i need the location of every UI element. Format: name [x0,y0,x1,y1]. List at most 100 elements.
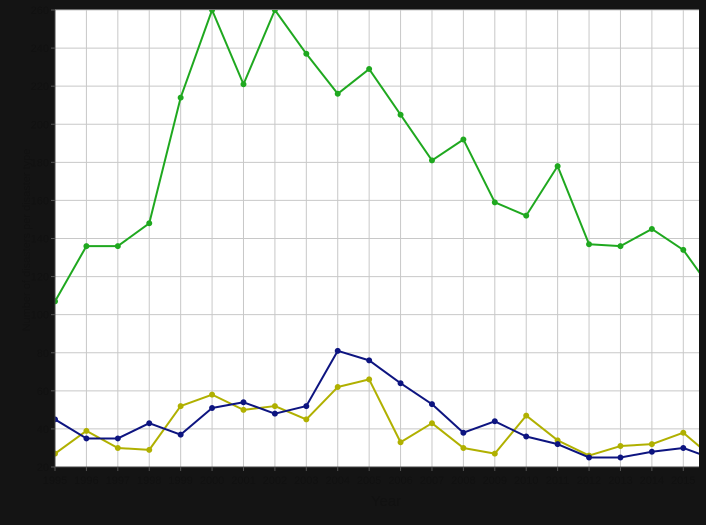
y-tick-label: 140 [31,234,49,246]
series-3-point [209,404,216,411]
series-2-point [648,441,655,448]
y-tick-label: 100 [31,310,49,322]
series-2-point [240,406,247,413]
series-3-point [303,403,310,410]
series-1-point [554,163,561,170]
series-3-point [586,454,593,461]
series-1-point [114,243,121,250]
series-1-point [271,10,278,13]
series-2-point [428,420,435,427]
axes [51,9,699,471]
series-1-point [334,90,341,97]
series-2-point [397,439,404,446]
series-3-line [55,349,699,459]
series-3-point [397,380,404,387]
y-tick-label: 40 [37,424,49,436]
series-2-point [209,391,216,398]
series-2-point [146,446,153,453]
series-1-point [177,94,184,101]
series-3-point [460,429,467,436]
x-tick-label: 1997 [106,475,130,487]
y-tick-label: 60 [37,386,49,398]
series-3-point [648,448,655,455]
series-2-point [491,450,498,457]
series-1-line [55,10,699,302]
x-tick-label: 2010 [514,475,538,487]
series-3 [55,347,699,461]
y-tick-label: 160 [31,195,49,207]
series-2 [55,376,699,459]
series-2-point [680,429,687,436]
series-3-point [617,454,624,461]
y-tick-label: 260 [31,5,49,17]
series-1-point [366,66,373,73]
series-2-point [303,416,310,423]
x-tick-label: 2013 [608,475,632,487]
x-tick-label: 2015 [671,475,695,487]
x-tick-label: 2006 [388,475,412,487]
series-1-point [397,111,404,118]
series-3-point [114,435,121,442]
series-1-point [240,81,247,88]
series-2-point [334,384,341,391]
y-tick-label: 180 [31,157,49,169]
series-1-point [491,199,498,206]
series-2-point [271,403,278,410]
x-tick-label: 2007 [420,475,444,487]
series-1-point [523,212,530,219]
series-3-point [554,441,561,448]
series-2-point [83,427,90,434]
gridlines [54,9,699,468]
x-tick-label: 1999 [168,475,192,487]
series-2-point [366,376,373,383]
x-tick-label: 2008 [451,475,475,487]
x-tick-label: 2000 [200,475,224,487]
series-1-point [617,243,624,250]
x-tick-label: 2003 [294,475,318,487]
series-group [55,10,699,461]
series-2-point [460,444,467,451]
x-tick-label: 1996 [74,475,98,487]
x-tick-label: 2001 [231,475,255,487]
x-tick-label: 2011 [546,475,570,487]
x-tick-label: 2004 [325,475,349,487]
x-tick-label: 2002 [263,475,287,487]
series-3-point [240,399,247,406]
y-tick-label: 200 [31,119,49,131]
series-2-point [523,412,530,419]
series-1-point [146,220,153,227]
y-tick-label: 80 [37,348,49,360]
x-tick-label: 2012 [577,475,601,487]
series-3-point [491,418,498,425]
y-axis-title: Number of disasters per disaster type [21,149,33,332]
y-tick-label: 120 [31,272,49,284]
series-3-point [523,433,530,440]
series-3-point [83,435,90,442]
series-3-point [366,357,373,364]
x-tick-label: 2009 [483,475,507,487]
series-2-point [114,444,121,451]
x-tick-label: 2005 [357,475,381,487]
series-1 [55,10,699,305]
series-1-point [83,243,90,250]
series-3-point [177,431,184,438]
series-1-point [460,136,467,143]
series-2-point [617,443,624,450]
tick-labels: 20 40 60 80 100 120 140 160 180 200 220 240 260 1995 1… [31,5,696,487]
x-tick-label: 1995 [43,475,67,487]
series-3-point [146,420,153,427]
series-1-point [428,157,435,164]
series-1-point [303,50,310,57]
series-1-point [209,10,216,13]
x-axis-title: Year [371,493,401,510]
y-tick-label: 220 [31,81,49,93]
series-1-point [680,246,687,253]
x-tick-label: 1998 [137,475,161,487]
series-3-point [271,410,278,417]
series-3-point [334,347,341,354]
y-tick-label: 240 [31,43,49,55]
y-tick-label: 20 [37,462,49,474]
series-3-point [680,444,687,451]
series-1-point [586,241,593,248]
